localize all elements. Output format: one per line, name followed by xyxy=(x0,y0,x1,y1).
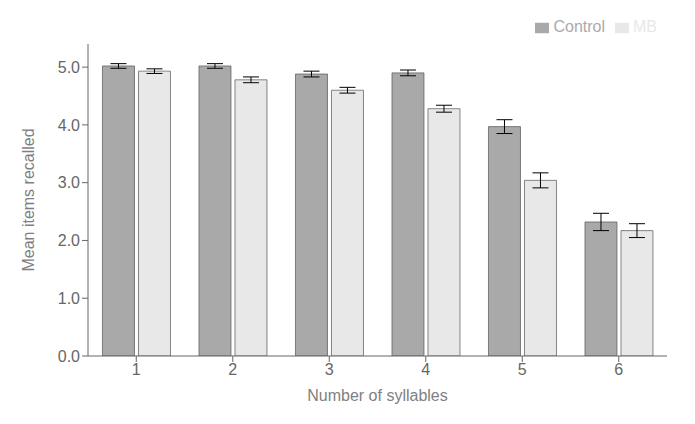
svg-text:3: 3 xyxy=(325,361,334,378)
svg-text:0.0: 0.0 xyxy=(58,348,80,365)
svg-text:1: 1 xyxy=(132,361,141,378)
svg-text:Number of syllables: Number of syllables xyxy=(307,387,448,404)
svg-text:4: 4 xyxy=(421,361,430,378)
svg-text:2.0: 2.0 xyxy=(58,232,80,249)
svg-text:3.0: 3.0 xyxy=(58,174,80,191)
svg-text:4.0: 4.0 xyxy=(58,117,80,134)
svg-text:5.0: 5.0 xyxy=(58,59,80,76)
svg-text:6: 6 xyxy=(614,361,623,378)
html-text:MB: MB xyxy=(633,18,657,35)
svg-text:2: 2 xyxy=(228,361,237,378)
svg-text:Mean items recalled: Mean items recalled xyxy=(20,128,37,271)
html-text:Control: Control xyxy=(553,18,605,35)
svg-text:5: 5 xyxy=(518,361,527,378)
svg-text:1.0: 1.0 xyxy=(58,290,80,307)
